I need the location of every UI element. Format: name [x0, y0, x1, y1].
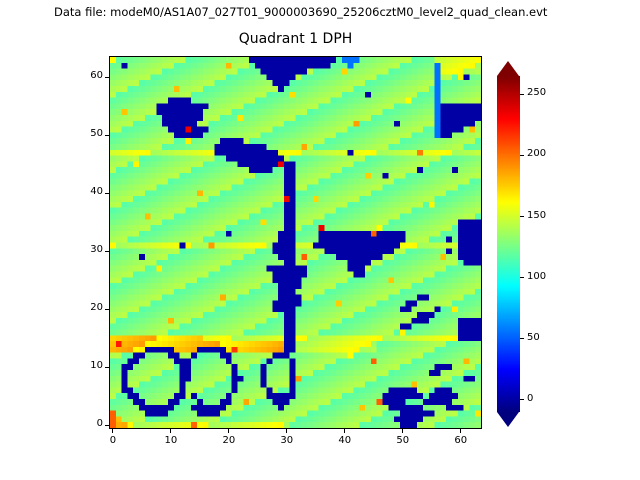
colorbar-tick-mark [520, 399, 524, 401]
plot-area [109, 56, 482, 429]
colorbar-tick-label: 150 [527, 209, 547, 221]
y-tick-mark [105, 134, 109, 136]
x-tick-label: 50 [396, 435, 410, 446]
x-tick-label: 40 [338, 435, 352, 446]
colorbar-tick-label: 100 [527, 270, 547, 282]
colorbar-tick-mark [520, 277, 524, 279]
colorbar-tick-mark [520, 93, 524, 95]
x-tick-mark [170, 429, 172, 433]
colorbar-tick-mark [520, 154, 524, 156]
x-tick-mark [402, 429, 404, 433]
x-tick-mark [460, 429, 462, 433]
y-tick-mark [105, 76, 109, 78]
x-tick-label: 60 [454, 435, 468, 446]
colorbar-arrow-bottom [497, 412, 519, 427]
y-tick-label: 50 [90, 128, 103, 140]
y-tick-label: 20 [90, 302, 103, 314]
y-tick-mark [105, 424, 109, 426]
y-tick-label: 0 [96, 418, 103, 430]
x-tick-mark [286, 429, 288, 433]
colorbar-tick-mark [520, 338, 524, 340]
colorbar-tick-label: 50 [527, 331, 540, 343]
y-tick-label: 40 [90, 186, 103, 198]
x-tick-mark [112, 429, 114, 433]
x-tick-label: 0 [109, 435, 117, 446]
data-file-label: Data file: modeM0/AS1A07_027T01_90000036… [54, 5, 548, 19]
colorbar-tick-mark [520, 216, 524, 217]
y-tick-label: 30 [90, 244, 103, 256]
x-tick-label: 20 [222, 435, 236, 446]
y-tick-mark [105, 250, 109, 252]
x-tick-label: 30 [280, 435, 294, 446]
colorbar-tick-label: 250 [527, 87, 547, 99]
colorbar-tick-label: 0 [527, 392, 534, 404]
y-tick-mark [105, 308, 109, 310]
x-tick-mark [228, 429, 230, 433]
y-tick-label: 10 [90, 360, 103, 372]
x-tick-label: 10 [164, 435, 178, 446]
colorbar-gradient [497, 76, 520, 412]
x-tick-mark [344, 429, 346, 433]
colorbar-arrow-top [497, 61, 519, 76]
y-tick-label: 60 [90, 70, 103, 82]
plot-title: Quadrant 1 DPH [238, 31, 353, 47]
y-tick-mark [105, 366, 109, 368]
colorbar-tick-label: 200 [527, 148, 547, 160]
heatmap-canvas [110, 57, 481, 428]
y-tick-mark [105, 192, 109, 194]
